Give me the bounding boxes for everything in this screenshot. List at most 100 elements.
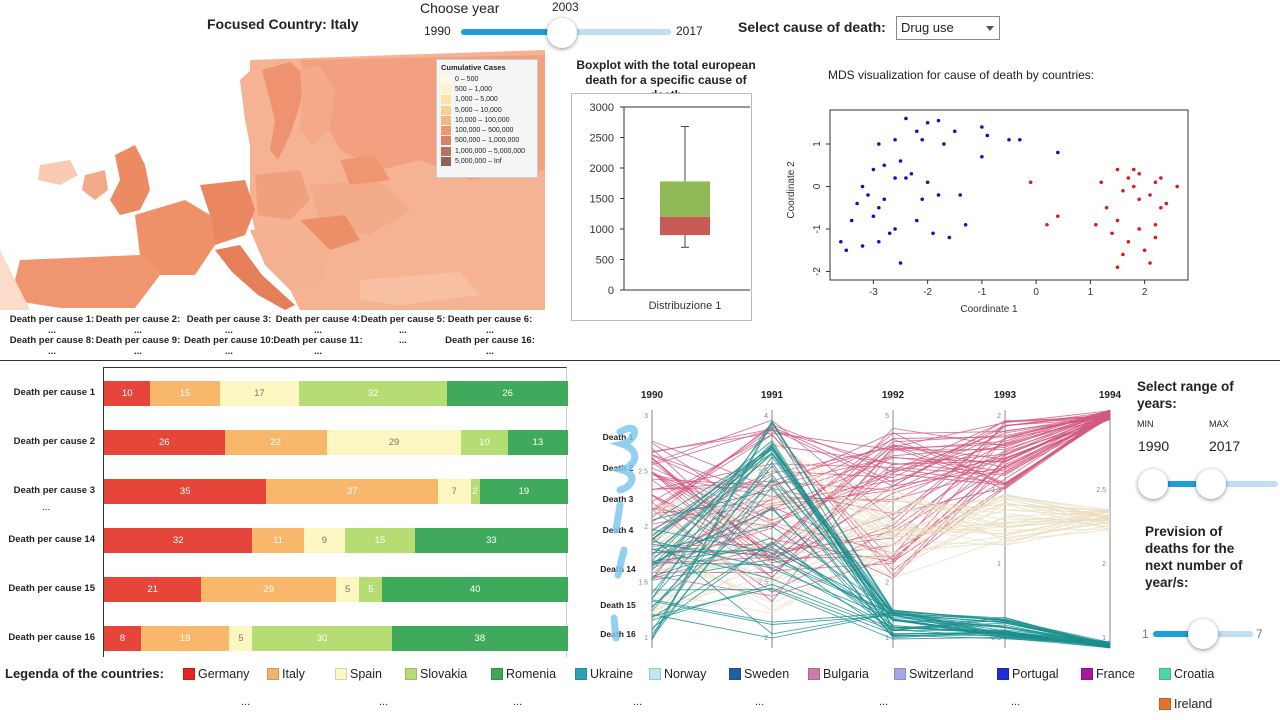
mds-point	[1007, 137, 1011, 142]
country-legend-item[interactable]: Bulgaria	[808, 667, 869, 681]
boxplot-chart[interactable]: 0 500 1000 1500 2000 2500 3000 Distribuzione 1	[571, 93, 752, 321]
mds-point	[844, 248, 849, 253]
stacked-bar-segment[interactable]: 15	[345, 528, 415, 553]
country-legend-item[interactable]: Sweden	[729, 667, 789, 681]
mds-point	[936, 193, 941, 197]
map-legend-swatch	[441, 95, 451, 105]
stacked-bar-segment[interactable]: 29	[201, 577, 336, 602]
country-legend-item[interactable]: Germany	[183, 667, 249, 681]
stacked-bar-segment[interactable]: 5	[229, 626, 253, 651]
mds-y-tick-label: -1	[812, 224, 823, 233]
stacked-bar-segment[interactable]: 32	[298, 381, 448, 406]
parallel-axis-tick: 2	[764, 635, 768, 642]
stacked-bar-segment[interactable]: 38	[391, 626, 568, 651]
mds-point	[1028, 180, 1033, 185]
parallel-line	[651, 503, 1111, 531]
mds-point	[839, 239, 843, 244]
stacked-bar-segment[interactable]: 26	[447, 381, 568, 406]
stacked-bar-segment[interactable]: 5	[336, 577, 360, 602]
stacked-bar-segment[interactable]: 15	[150, 381, 220, 406]
countries-legend-ellipsis: ...	[633, 696, 643, 708]
stacked-bar-segment[interactable]: 19	[479, 479, 568, 504]
stacked-bar-segment[interactable]: 2	[470, 479, 480, 504]
stacked-bar-segment[interactable]: 11	[252, 528, 304, 553]
stacked-bar-segment[interactable]: 9	[303, 528, 346, 553]
country-legend-item[interactable]: Romenia	[491, 667, 556, 681]
europe-map-svg	[0, 50, 545, 310]
country-swatch	[183, 668, 195, 680]
mds-scatter[interactable]: -3 -2 -1 0 1 2 -2 -1 0 1 Coordinate 1 Coordinate 2	[780, 100, 1200, 320]
stacked-bar-segment[interactable]: 19	[141, 626, 230, 651]
mds-point	[887, 231, 892, 236]
country-name: Romenia	[506, 667, 557, 681]
mds-point	[1115, 167, 1120, 172]
stacked-bar-segment[interactable]: 17	[220, 381, 299, 406]
prevision-slider-thumb[interactable]	[1188, 619, 1218, 649]
stacked-bar-segment[interactable]: 7	[438, 479, 471, 504]
parallel-row-label: Death 1	[603, 432, 634, 442]
cause-summary-grid: Death per cause 1: ... Death per cause 2:…	[0, 314, 545, 359]
parallel-axis-tick: 2	[997, 413, 1001, 420]
country-legend-item[interactable]: Switzerland	[894, 667, 974, 681]
map-region-uk	[110, 145, 150, 215]
mds-point	[1018, 137, 1022, 142]
stacked-bar-segment[interactable]: 10	[104, 381, 151, 406]
mds-x-tick-label: 0	[1033, 287, 1039, 298]
country-swatch	[575, 668, 587, 680]
mds-point	[871, 167, 876, 172]
country-swatch	[808, 668, 820, 680]
chevron-down-icon[interactable]	[986, 26, 994, 31]
mds-point	[860, 244, 865, 248]
range-slider-min-thumb[interactable]	[1138, 469, 1168, 499]
cause-summary-cell: Death per cause 5: ...	[360, 314, 446, 336]
stacked-bar-segment[interactable]: 10	[461, 430, 508, 455]
stacked-bar-segment[interactable]: 32	[104, 528, 253, 553]
stacked-bar-segment[interactable]: 21	[104, 577, 202, 602]
country-legend-item[interactable]: France	[1081, 667, 1135, 681]
stacked-bar-segment[interactable]: 35	[104, 479, 267, 504]
parallel-coordinates-chart[interactable]: 199011.522.53199122.533.5419921234519930…	[600, 380, 1135, 660]
stacked-bar-segment[interactable]: 8	[104, 626, 142, 651]
parallel-line	[651, 416, 1111, 513]
country-swatch	[649, 668, 661, 680]
country-name: Ukraine	[590, 667, 634, 681]
country-legend-item[interactable]: Ukraine	[575, 667, 633, 681]
parallel-line	[651, 413, 1111, 565]
country-legend-item[interactable]: Ireland	[1159, 697, 1212, 711]
stacked-bar-segment[interactable]: 29	[326, 430, 462, 455]
country-swatch	[1159, 668, 1171, 680]
country-legend-item[interactable]: Slovakia	[405, 667, 467, 681]
stacked-bar-segment[interactable]: 26	[104, 430, 225, 455]
mds-point	[893, 227, 897, 231]
country-name: Germany	[198, 667, 250, 681]
mds-point	[1045, 222, 1049, 227]
stacked-bar-segment[interactable]: 37	[266, 479, 439, 504]
mds-point	[1121, 252, 1125, 257]
country-name: Bulgaria	[823, 667, 869, 681]
map-legend-swatch	[441, 136, 451, 146]
mds-point	[1137, 227, 1141, 231]
europe-map[interactable]	[0, 50, 545, 310]
map-legend-swatch	[441, 126, 451, 136]
stacked-bar-segment[interactable]: 22	[224, 430, 327, 455]
cause-summary-cell: Death per cause 16: ...	[445, 335, 535, 357]
country-legend-item[interactable]: Norway	[649, 667, 706, 681]
stacked-bar-segment[interactable]: 33	[414, 528, 568, 553]
stacked-bar-segment[interactable]: 5	[359, 577, 383, 602]
country-legend-item[interactable]: Spain	[335, 667, 382, 681]
range-slider-max-thumb[interactable]	[1196, 469, 1226, 499]
stacked-bar-segment[interactable]: 30	[252, 626, 392, 651]
year-slider-thumb[interactable]	[546, 18, 577, 48]
country-legend-item[interactable]: Portugal	[997, 667, 1059, 681]
country-legend-item[interactable]: Italy	[267, 667, 305, 681]
countries-legend-ellipsis: ...	[513, 696, 523, 708]
mds-point	[914, 218, 919, 223]
stacked-bar-segment[interactable]: 13	[507, 430, 568, 455]
stacked-bar-segment[interactable]: 40	[382, 577, 568, 602]
cause-select[interactable]: Drug use	[896, 16, 1000, 40]
country-legend-item[interactable]: Croatia	[1159, 667, 1214, 681]
map-legend-row: 500,000 – 1,000,000	[441, 136, 533, 146]
mds-point	[1099, 180, 1104, 185]
stacked-bar-chart[interactable]: 10 15 17 32 26 26 22 29 10 13 35 37 7 2 19 32 11 9 15 33 21 2…	[103, 367, 568, 657]
mds-point	[980, 125, 984, 129]
